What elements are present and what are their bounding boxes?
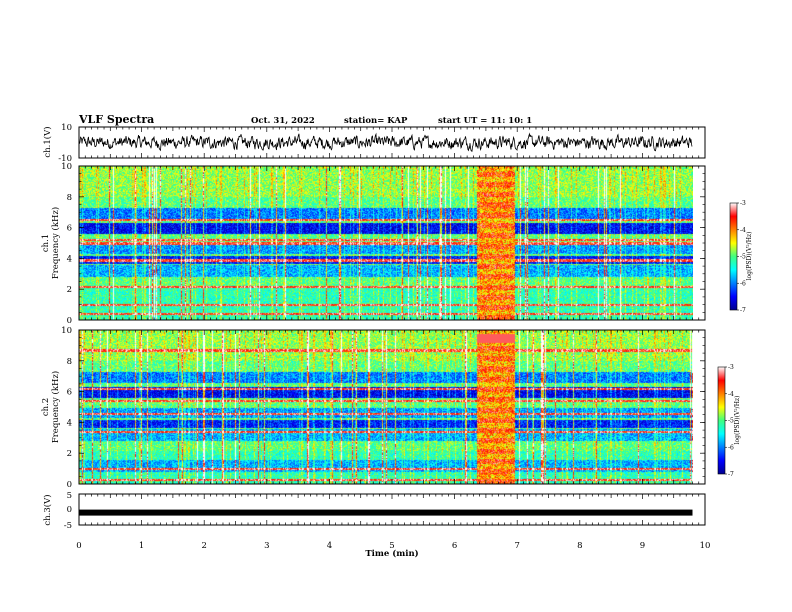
ch2-colorbar-gradient [717,366,726,475]
start-time-label: start UT = 11: 10: 1 [438,116,532,126]
colorbar-tick-label: -4 [728,391,734,398]
ch3-ytick-top: 5 [67,491,72,501]
y-tick-label: 0 [67,316,72,326]
colorbar-tick-label: -6 [740,280,746,287]
ch1-spectrogram-image [79,166,693,320]
station-label: station= KAP [344,116,408,126]
x-tick-label: 1 [139,541,144,551]
colorbar-tick-label: -6 [728,444,734,451]
x-tick-label: 9 [640,541,645,551]
ch1-trace [79,132,693,152]
y-tick-label: 8 [67,357,72,367]
ch1-colorbar-label: log(PSD)(V²/Hz) [746,232,753,281]
x-tick-label: 5 [389,541,394,551]
colorbar-tick-label: -7 [728,471,734,478]
ch3-ytick-mid: 0 [67,505,72,515]
ch2-colorbar-label: log(PSD)(V²/Hz) [734,396,741,445]
x-tick-label: 3 [264,541,269,551]
colorbar-tick-label: -3 [740,200,746,207]
ch1-ylabel: ch.1(V) [42,126,53,157]
y-tick-label: 10 [61,326,72,336]
y-tick-label: 6 [67,388,72,398]
ch1-spectrogram-panel: 0 2 4 6 8 10 ch.1 Frequency (kHz) [41,162,706,326]
x-tick-label: 4 [327,541,332,551]
ch3-trace [79,509,693,516]
x-tick-label: 0 [76,541,81,551]
colorbar-tick-label: -5 [740,254,746,261]
x-tick-label: 6 [452,541,457,551]
y-tick-label: 2 [67,285,72,295]
y-tick-label: 8 [67,193,72,203]
ch1-spec-ylabel: Frequency (kHz) [50,207,61,279]
ch1-spec-ylabel-ch: ch.1 [41,234,51,252]
ch3-ylabel: ch.3(V) [42,494,53,525]
colorbar-tick-label: -7 [740,307,746,314]
x-tick-label: 8 [577,541,582,551]
ch2-spec-ylabel-ch: ch.2 [41,398,51,416]
x-axis-label: Time (min) [365,548,418,559]
y-tick-label: 4 [67,418,72,428]
colorbar-tick-label: -3 [728,364,734,371]
y-tick-label: 10 [61,162,72,172]
ch3-ytick-bottom: -5 [64,521,72,531]
figure-title: VLF Spectra [78,113,154,126]
ch2-colorbar: -3 -4 -5 -6 -7 log(PSD)(V²/Hz) [717,364,741,478]
ch1-ytick-top: 10 [61,123,72,133]
ch2-spectrogram-panel: 0 2 4 6 8 10 ch.2 Frequency (kHz) [41,326,706,490]
date-label: Oct. 31, 2022 [251,116,315,126]
y-tick-label: 6 [67,224,72,234]
ch2-spectrogram-image [79,330,693,484]
ch3-frame [78,493,706,526]
colorbar-tick-label: -5 [728,418,734,425]
y-tick-label: 0 [67,480,72,490]
x-tick-label: 2 [201,541,206,551]
ch1-waveform-panel: 10 -10 ch.1(V) [42,123,706,164]
x-tick-label: 7 [514,541,519,551]
colorbar-tick-label: -4 [740,227,746,234]
ch3-waveform-panel: 5 0 -5 ch.3(V) [42,491,706,531]
ch1-ytick-bottom: -10 [58,154,72,164]
y-tick-label: 4 [67,254,72,264]
x-tick-label: 10 [700,541,711,551]
ch1-colorbar-gradient [729,202,738,311]
y-tick-label: 2 [67,449,72,459]
ch2-spec-ylabel: Frequency (kHz) [50,371,61,443]
ch1-colorbar: -3 -4 -5 -6 -7 log(PSD)(V²/Hz) [729,200,753,314]
